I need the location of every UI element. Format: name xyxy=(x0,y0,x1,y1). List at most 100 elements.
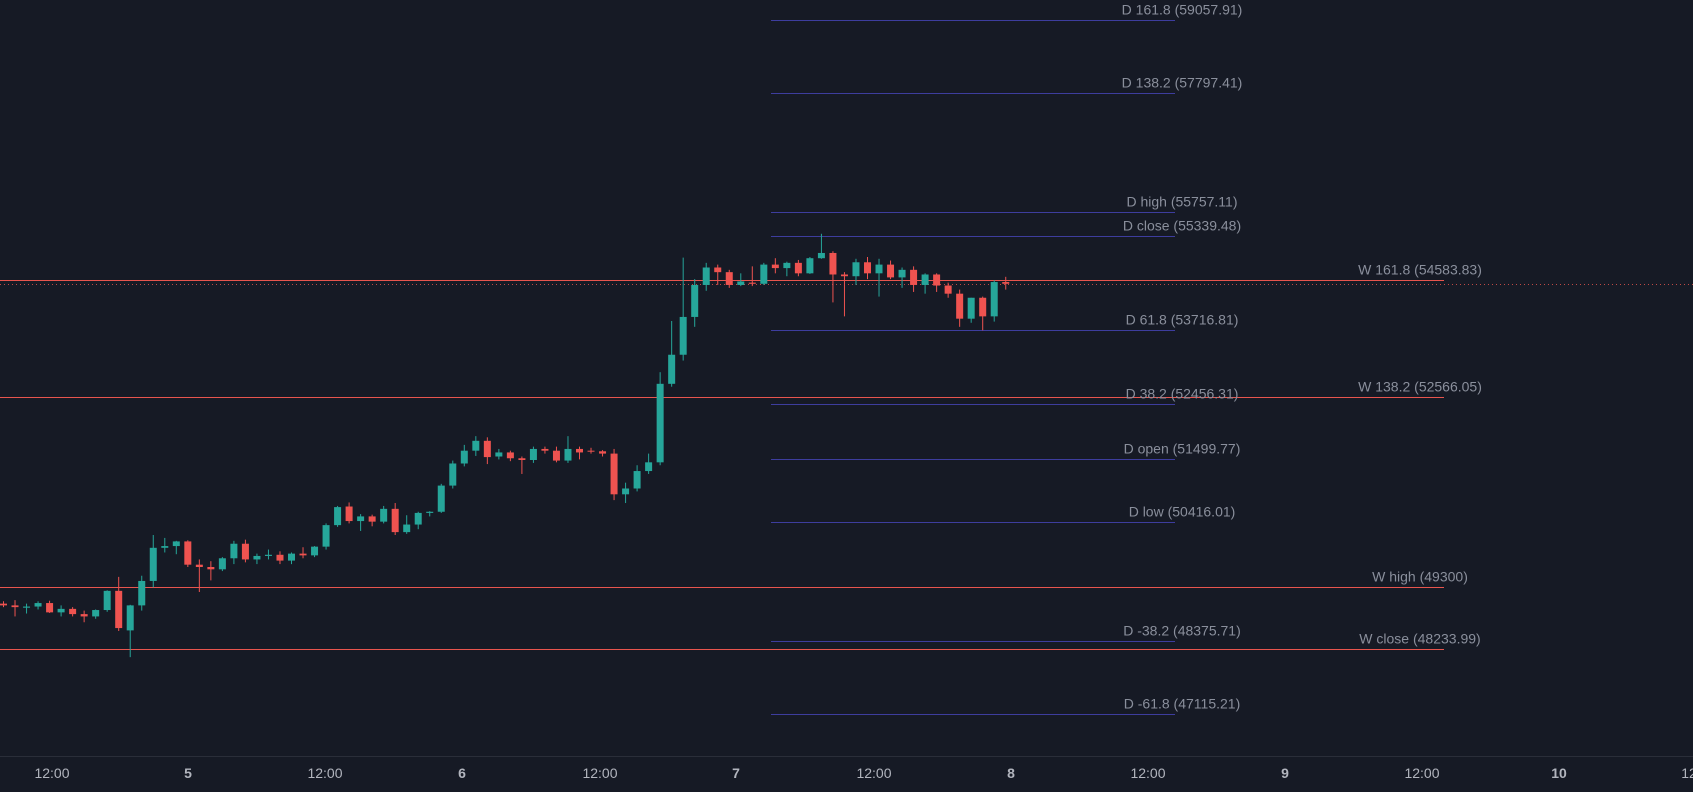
candle xyxy=(437,483,445,513)
candle-body xyxy=(610,453,618,495)
candle-body xyxy=(910,269,918,285)
candle xyxy=(414,511,422,530)
candle-body xyxy=(311,546,319,556)
time-axis-label: 12:00 xyxy=(307,765,342,781)
candle-body xyxy=(380,508,388,522)
candle-body xyxy=(552,450,560,461)
candle-body xyxy=(276,554,284,561)
candle-body xyxy=(679,316,687,355)
candle xyxy=(426,511,434,517)
candle xyxy=(587,447,595,454)
candle xyxy=(322,523,330,550)
candle xyxy=(23,603,31,614)
candle xyxy=(864,257,871,280)
candle xyxy=(541,446,549,454)
candle xyxy=(483,437,491,465)
candle xyxy=(299,547,307,559)
candle-body xyxy=(391,508,399,533)
candle-body xyxy=(783,262,791,269)
candle-body xyxy=(587,450,595,452)
candle xyxy=(57,605,65,617)
candle-body xyxy=(875,264,883,274)
candle-body xyxy=(460,450,468,464)
level-label-d-61-8: D -61.8 (47115.21) xyxy=(1124,696,1240,712)
candle xyxy=(334,505,342,527)
candle-body xyxy=(633,471,641,489)
candle xyxy=(115,576,123,631)
candle xyxy=(472,436,480,456)
candle xyxy=(460,444,468,467)
level-label-d-61-8: D 61.8 (53716.81) xyxy=(1126,312,1239,328)
candle-body xyxy=(149,547,157,581)
candle-body xyxy=(529,448,537,460)
candle-body xyxy=(34,603,42,607)
candle xyxy=(679,257,687,361)
candle xyxy=(817,233,825,259)
candle xyxy=(702,262,710,291)
candle xyxy=(368,514,376,527)
candle-body xyxy=(322,525,330,547)
candle xyxy=(11,600,19,617)
candle xyxy=(207,561,215,581)
candle xyxy=(668,321,676,387)
candle-body xyxy=(1002,282,1010,284)
candle-body xyxy=(368,516,376,522)
candle-body xyxy=(668,354,676,384)
candle-body xyxy=(57,608,65,613)
candle-body xyxy=(956,293,964,319)
level-lines xyxy=(0,20,1693,715)
candle-body xyxy=(817,252,825,259)
level-label-d-close: D close (55339.48) xyxy=(1123,218,1241,234)
candle xyxy=(46,600,54,613)
time-axis-label: 10 xyxy=(1551,765,1567,781)
candle-body xyxy=(599,451,607,454)
candle-body xyxy=(23,606,31,608)
candle-body xyxy=(933,274,941,286)
candle xyxy=(506,450,514,462)
candle xyxy=(794,259,802,277)
candle xyxy=(264,549,272,560)
level-label-w-161-8: W 161.8 (54583.83) xyxy=(1358,262,1482,278)
candle xyxy=(898,267,906,288)
candle-body xyxy=(852,262,860,277)
time-axis-label: 12:00 xyxy=(1404,765,1439,781)
candle xyxy=(944,282,952,298)
candle xyxy=(230,540,238,565)
candle-body xyxy=(990,282,998,317)
candle xyxy=(599,450,607,457)
candle-body xyxy=(426,511,434,513)
candle-body xyxy=(0,603,7,606)
level-labels: D 161.8 (59057.91) D 138.2 (57797.41) D hi… xyxy=(1122,2,1482,712)
candle-body xyxy=(161,546,169,548)
candle xyxy=(195,559,203,593)
candle-body xyxy=(126,605,134,631)
candle xyxy=(103,590,111,612)
candle-body xyxy=(495,452,503,457)
level-label-d-open: D open (51499.77) xyxy=(1124,441,1241,457)
candle-body xyxy=(967,297,975,319)
candle-body xyxy=(449,463,457,486)
candle xyxy=(979,296,987,331)
time-axis-label: 9 xyxy=(1281,765,1289,781)
candle xyxy=(748,266,756,287)
candle xyxy=(380,505,388,524)
candle-body xyxy=(564,448,572,461)
level-label-d-38-2: D 38.2 (52456.31) xyxy=(1126,386,1239,402)
candle-body xyxy=(760,264,768,284)
candle-body xyxy=(944,285,952,294)
candle-body xyxy=(725,272,733,285)
time-axis-label: 8 xyxy=(1007,765,1015,781)
level-label-d-38-2: D -38.2 (48375.71) xyxy=(1123,623,1241,639)
candle xyxy=(956,289,964,327)
candle xyxy=(391,503,399,536)
candle-body xyxy=(887,264,895,278)
candle-body xyxy=(518,458,526,460)
candle-body xyxy=(472,440,480,451)
candle-body xyxy=(714,267,722,273)
candle-body xyxy=(921,274,929,285)
candle-body xyxy=(506,452,514,459)
time-axis-label: 12:00 xyxy=(582,765,617,781)
candle-body xyxy=(46,603,54,613)
